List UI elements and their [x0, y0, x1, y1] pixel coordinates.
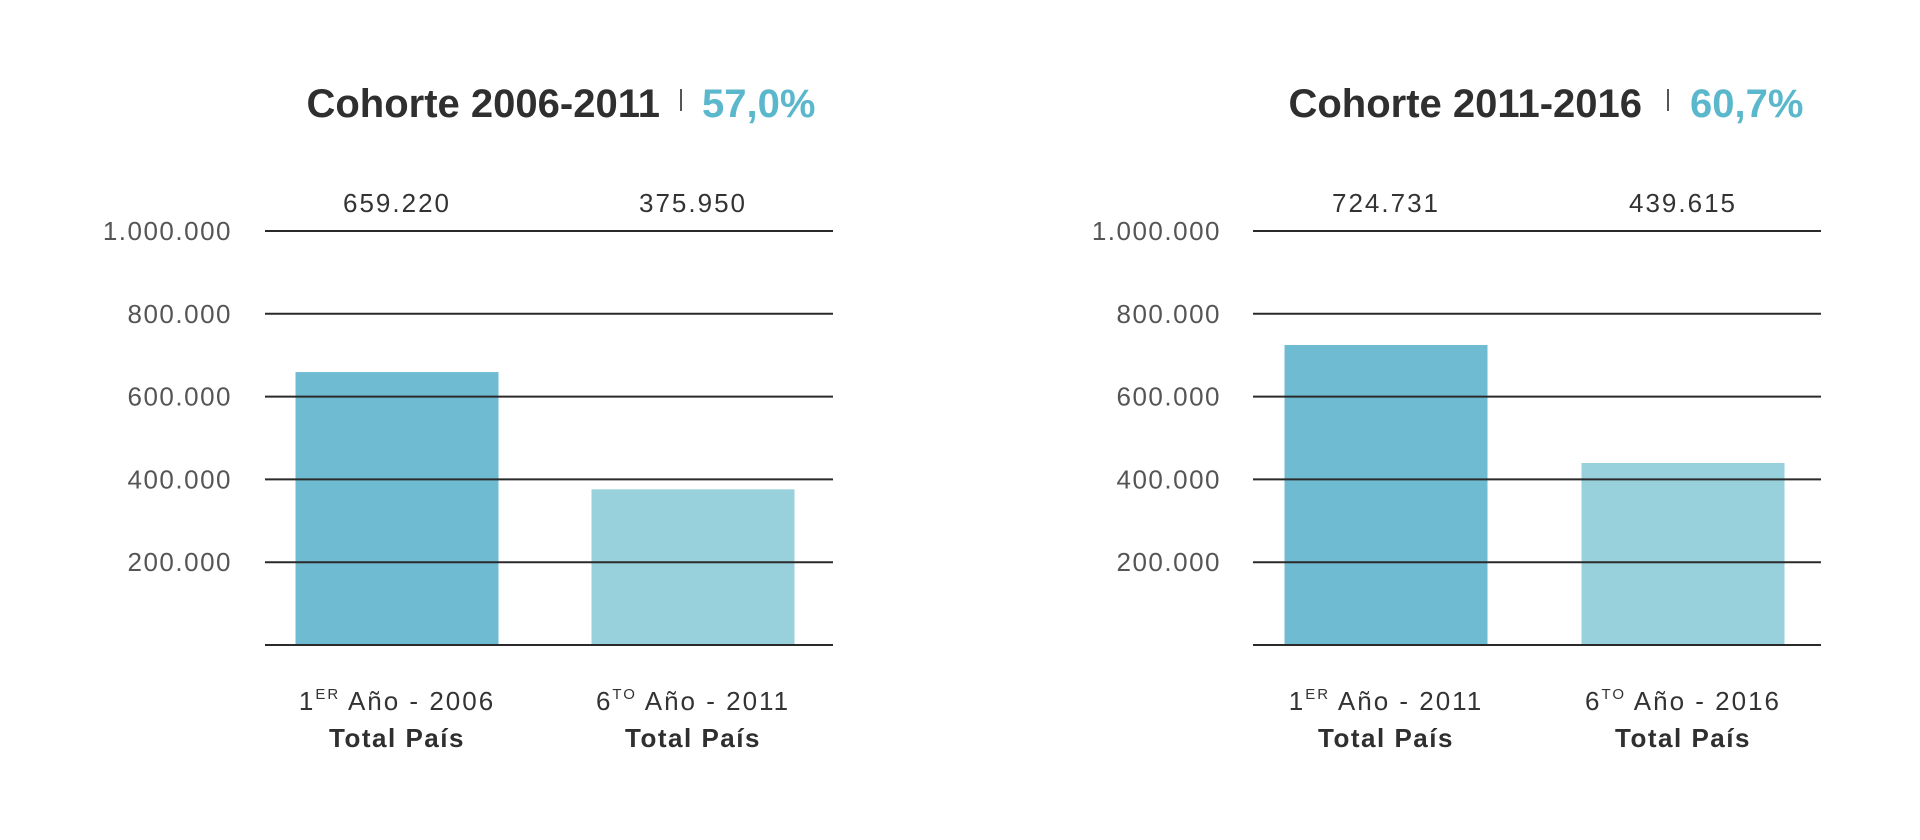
value-label: 439.615	[1629, 188, 1737, 218]
cohort-percentage: 57,0%	[702, 82, 815, 126]
chart-title: Cohorte 2006-2011	[306, 82, 660, 126]
category-label: 1ER Año - 2006	[299, 686, 495, 716]
category-sublabel: Total País	[1615, 723, 1751, 753]
cohort-percentage: 60,7%	[1690, 82, 1803, 126]
value-label: 724.731	[1332, 188, 1440, 218]
value-label: 375.950	[639, 188, 747, 218]
y-tick-label: 1.000.000	[1092, 216, 1221, 246]
y-tick-label: 200.000	[1117, 547, 1221, 577]
category-sublabel: Total País	[625, 723, 761, 753]
y-tick-label: 800.000	[1117, 299, 1221, 329]
y-tick-label: 600.000	[1117, 382, 1221, 412]
y-tick-label: 800.000	[128, 299, 232, 329]
category-sublabel: Total País	[1318, 723, 1454, 753]
category-label: 6TO Año - 2016	[1585, 686, 1781, 716]
chart-title: Cohorte 2011-2016	[1288, 82, 1642, 126]
bar-1	[1284, 344, 1488, 645]
category-sublabel: Total País	[329, 723, 465, 753]
chart-2: Cohorte 2011-2016 60,7% 200.000 400.000 600.…	[1092, 82, 1821, 753]
y-tick-label: 400.000	[128, 464, 232, 494]
category-label: 1ER Año - 2011	[1289, 686, 1483, 716]
y-tick-label: 400.000	[1117, 464, 1221, 494]
value-label: 659.220	[343, 188, 451, 218]
y-tick-label: 1.000.000	[103, 216, 232, 246]
y-tick-label: 200.000	[128, 547, 232, 577]
category-label: 6TO Año - 2011	[596, 686, 790, 716]
bar-2	[591, 489, 795, 645]
chart-1: Cohorte 2006-2011 57,0% 200.000 400.000 600.…	[103, 82, 833, 753]
y-tick-label: 600.000	[128, 382, 232, 412]
bar-1	[295, 372, 499, 645]
bar-2	[1581, 462, 1785, 645]
